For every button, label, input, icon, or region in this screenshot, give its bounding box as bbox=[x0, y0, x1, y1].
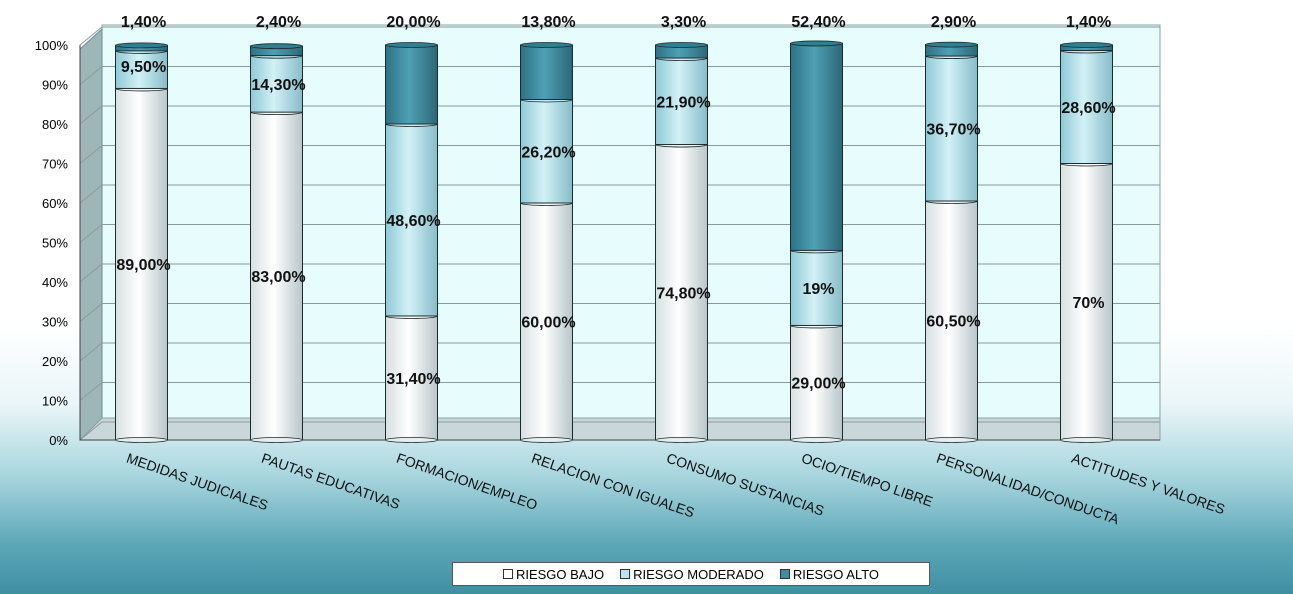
y-tick-label-60: 60% bbox=[42, 196, 68, 211]
data-label-riesgo-bajo-ocio-tiempo-libre: 29,00% bbox=[791, 376, 845, 393]
y-tick-label-30: 30% bbox=[42, 315, 68, 330]
gridline-side-100 bbox=[79, 26, 103, 46]
bar-riesgo-moderado-formacion-empleo bbox=[385, 123, 438, 317]
data-label-riesgo-moderado-personalidad-conducta: 36,70% bbox=[926, 122, 980, 139]
x-tick-label-formacion-empleo: FORMACION/EMPLEO bbox=[395, 450, 540, 513]
y-tick-label-90: 90% bbox=[42, 78, 68, 93]
bar-riesgo-bajo-pautas-educativas bbox=[250, 111, 303, 441]
data-label-riesgo-alto-relacion-con-iguales: 13,80% bbox=[521, 14, 575, 31]
gridline-side-30 bbox=[79, 303, 103, 322]
legend-label-riesgo-moderado: RIESGO MODERADO bbox=[633, 566, 764, 582]
bar-cap-riesgo-alto-personalidad-conducta bbox=[925, 41, 978, 48]
data-label-riesgo-moderado-relacion-con-iguales: 26,20% bbox=[521, 144, 575, 161]
bar-cap-riesgo-alto-relacion-con-iguales bbox=[520, 42, 573, 48]
y-tick-label-50: 50% bbox=[42, 236, 68, 251]
bar-riesgo-moderado-ocio-tiempo-libre bbox=[790, 249, 843, 326]
data-label-riesgo-bajo-formacion-empleo: 31,40% bbox=[386, 371, 440, 388]
legend-item-riesgo-alto: RIESGO ALTO bbox=[779, 566, 880, 582]
bar-riesgo-alto-relacion-con-iguales bbox=[520, 44, 573, 101]
data-label-riesgo-bajo-pautas-educativas: 83,00% bbox=[251, 269, 305, 286]
bar-cap-riesgo-alto-pautas-educativas bbox=[250, 43, 303, 50]
plot-floor bbox=[78, 417, 1161, 441]
bar-cap-riesgo-alto-actitudes-y-valores bbox=[1060, 42, 1113, 48]
y-tick-label-100: 100% bbox=[35, 38, 69, 53]
legend-item-riesgo-moderado: RIESGO MODERADO bbox=[620, 567, 764, 582]
data-label-riesgo-bajo-consumo-sustancias: 74,80% bbox=[656, 285, 710, 302]
legend-swatch-riesgo-moderado bbox=[620, 569, 631, 579]
bar-riesgo-moderado-pautas-educativas bbox=[250, 55, 303, 113]
data-label-riesgo-moderado-consumo-sustancias: 21,90% bbox=[656, 94, 710, 111]
legend-swatch-riesgo-bajo bbox=[502, 569, 513, 579]
data-label-riesgo-alto-personalidad-conducta: 2,90% bbox=[931, 14, 976, 31]
data-label-riesgo-moderado-pautas-educativas: 14,30% bbox=[251, 77, 305, 94]
data-label-riesgo-bajo-relacion-con-iguales: 60,00% bbox=[521, 315, 575, 332]
y-tick-label-20: 20% bbox=[42, 354, 68, 369]
gridline-side-40 bbox=[79, 263, 103, 283]
data-label-riesgo-alto-medidas-judiciales: 1,40% bbox=[121, 14, 166, 31]
plot-side-wall bbox=[79, 27, 103, 442]
bar-base-pautas-educativas bbox=[250, 437, 303, 443]
bar-base-relacion-con-iguales bbox=[520, 437, 573, 443]
y-tick-label-70: 70% bbox=[42, 157, 68, 172]
data-label-riesgo-alto-actitudes-y-valores: 1,40% bbox=[1066, 14, 1111, 31]
y-tick-label-0: 0% bbox=[49, 433, 68, 448]
gridline-side-60 bbox=[79, 184, 103, 204]
bar-riesgo-alto-ocio-tiempo-libre bbox=[790, 42, 843, 251]
y-tick-label-80: 80% bbox=[42, 117, 68, 132]
gridline-side-10 bbox=[79, 382, 103, 401]
bar-base-ocio-tiempo-libre bbox=[790, 437, 843, 443]
y-tick-label-40: 40% bbox=[42, 275, 68, 290]
bar-cap-riesgo-alto-medidas-judiciales bbox=[115, 42, 168, 49]
data-label-riesgo-alto-consumo-sustancias: 3,30% bbox=[661, 14, 706, 31]
data-label-riesgo-bajo-medidas-judiciales: 89,00% bbox=[116, 257, 170, 274]
bar-riesgo-moderado-medidas-judiciales bbox=[115, 50, 168, 89]
x-tick-label-pautas-educativas: PAUTAS EDUCATIVAS bbox=[260, 450, 403, 512]
gridline-side-20 bbox=[79, 342, 103, 362]
data-label-riesgo-moderado-formacion-empleo: 48,60% bbox=[386, 213, 440, 230]
bar-base-consumo-sustancias bbox=[655, 437, 708, 443]
legend: RIESGO BAJO RIESGO MODERADO RIESGO ALTO bbox=[452, 562, 930, 586]
data-label-riesgo-moderado-ocio-tiempo-libre: 19% bbox=[802, 281, 834, 298]
bar-riesgo-bajo-formacion-empleo bbox=[385, 315, 438, 441]
gridline-side-90 bbox=[79, 66, 103, 85]
gridline-side-0 bbox=[79, 421, 103, 441]
bar-riesgo-bajo-relacion-con-iguales bbox=[520, 202, 573, 441]
bar-riesgo-bajo-actitudes-y-valores bbox=[1060, 163, 1113, 441]
data-label-riesgo-alto-pautas-educativas: 2,40% bbox=[256, 14, 301, 31]
data-label-riesgo-moderado-actitudes-y-valores: 28,60% bbox=[1061, 100, 1115, 117]
bar-riesgo-bajo-consumo-sustancias bbox=[655, 144, 708, 441]
y-tick-label-10: 10% bbox=[42, 394, 68, 409]
legend-item-riesgo-bajo: RIESGO BAJO bbox=[502, 566, 605, 582]
bar-cap-riesgo-alto-ocio-tiempo-libre bbox=[790, 40, 843, 47]
gridline-side-70 bbox=[79, 145, 103, 164]
bar-base-medidas-judiciales bbox=[115, 437, 168, 443]
gridline-side-80 bbox=[79, 105, 103, 125]
bar-base-formacion-empleo bbox=[385, 437, 438, 443]
bar-riesgo-moderado-actitudes-y-valores bbox=[1060, 50, 1113, 164]
bar-riesgo-bajo-personalidad-conducta bbox=[925, 200, 978, 441]
bar-riesgo-bajo-ocio-tiempo-libre bbox=[790, 324, 843, 441]
bar-base-actitudes-y-valores bbox=[1060, 437, 1113, 443]
bar-riesgo-alto-formacion-empleo bbox=[385, 44, 438, 125]
data-label-riesgo-alto-formacion-empleo: 20,00% bbox=[386, 14, 440, 31]
data-label-riesgo-moderado-medidas-judiciales: 9,50% bbox=[121, 59, 166, 76]
bar-cap-riesgo-alto-consumo-sustancias bbox=[655, 42, 708, 48]
gridline-side-50 bbox=[79, 224, 103, 243]
bar-cap-riesgo-alto-formacion-empleo bbox=[385, 42, 438, 48]
bar-riesgo-moderado-relacion-con-iguales bbox=[520, 99, 573, 204]
data-label-riesgo-bajo-actitudes-y-valores: 70% bbox=[1072, 295, 1104, 312]
x-tick-label-medidas-judiciales: MEDIDAS JUDICIALES bbox=[125, 450, 271, 514]
bar-base-personalidad-conducta bbox=[925, 437, 978, 443]
bar-riesgo-moderado-personalidad-conducta bbox=[925, 55, 978, 202]
legend-swatch-riesgo-alto bbox=[779, 569, 790, 579]
bar-riesgo-bajo-medidas-judiciales bbox=[115, 87, 168, 441]
legend-label-riesgo-bajo: RIESGO BAJO bbox=[515, 566, 605, 582]
data-label-riesgo-bajo-personalidad-conducta: 60,50% bbox=[926, 314, 980, 331]
legend-label-riesgo-alto: RIESGO ALTO bbox=[792, 566, 880, 582]
data-label-riesgo-alto-ocio-tiempo-libre: 52,40% bbox=[791, 14, 845, 31]
